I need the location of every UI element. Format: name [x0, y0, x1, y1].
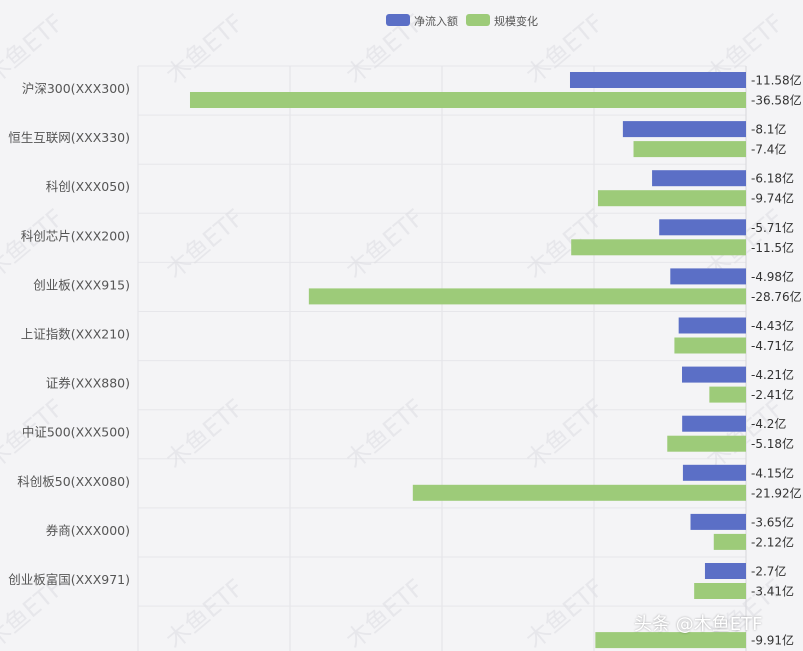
bar: [659, 219, 746, 236]
data-label: -8.1亿: [751, 122, 786, 137]
bar: [597, 190, 746, 207]
category-label: 科创(XXX050): [46, 179, 130, 194]
bar: [682, 464, 746, 481]
data-label: -7.4亿: [751, 142, 786, 157]
category-label: 沪深300(XXX300): [22, 81, 130, 96]
legend-swatch: [466, 14, 490, 26]
legend: 净流入额 规模变化: [386, 14, 538, 28]
bar: [308, 288, 746, 305]
data-label: -2.12亿: [751, 534, 794, 549]
bars: [189, 72, 746, 649]
data-label: -9.74亿: [751, 191, 794, 206]
data-label: -2.41亿: [751, 387, 794, 402]
category-label: 证券(XXX880): [46, 376, 130, 391]
watermark-text: 木鱼ETF: [161, 204, 249, 284]
data-label: -3.41亿: [751, 584, 794, 599]
data-label: -21.92亿: [751, 485, 802, 500]
category-label: 中证500(XXX500): [22, 425, 130, 440]
bar: [694, 583, 746, 599]
bar: [189, 92, 746, 108]
watermark-text: 木鱼ETF: [701, 394, 789, 474]
credit-text: 头条 @木鱼ETF: [634, 614, 763, 635]
watermark-text: 木鱼ETF: [341, 574, 429, 651]
data-label: -4.15亿: [751, 465, 794, 480]
bar: [678, 317, 746, 334]
data-label: -3.65亿: [751, 514, 794, 529]
data-label: -9.91亿: [751, 633, 794, 648]
bar: [682, 366, 746, 383]
category-label: 创业板富国(XXX971): [8, 572, 130, 587]
data-label: -5.18亿: [751, 436, 794, 451]
legend-swatch: [386, 14, 410, 26]
labels: 沪深300(XXX300) -11.58亿 -36.58亿恒生互联网(XXX330)…: [8, 73, 802, 648]
data-label: -5.71亿: [751, 220, 794, 235]
bar: [709, 386, 746, 403]
category-label: 创业板(XXX915): [33, 277, 130, 292]
bar: [682, 415, 746, 432]
data-label: -36.58亿: [751, 93, 802, 108]
watermark-text: 木鱼ETF: [161, 574, 249, 651]
bar: [652, 170, 746, 187]
data-label: -11.58亿: [751, 73, 802, 88]
data-label: -4.43亿: [751, 318, 794, 333]
watermark-text: 木鱼ETF: [0, 9, 69, 89]
watermark-text: 木鱼ETF: [161, 9, 249, 89]
data-label: -4.2亿: [751, 416, 786, 431]
data-label: -4.21亿: [751, 367, 794, 382]
category-label: 科创芯片(XXX200): [21, 228, 130, 243]
bar: [704, 563, 746, 579]
watermark-text: 木鱼ETF: [521, 394, 609, 474]
data-label: -28.76亿: [751, 289, 802, 304]
bar: [412, 484, 746, 501]
watermark-text: 木鱼ETF: [341, 204, 429, 284]
bar: [571, 239, 746, 256]
category-label: 券商(XXX000): [46, 523, 130, 538]
data-label: -6.18亿: [751, 171, 794, 186]
data-label: -11.5亿: [751, 240, 794, 255]
category-label: 恒生互联网(XXX330): [8, 130, 130, 145]
data-label: -4.71亿: [751, 338, 794, 353]
legend-label: 净流入额: [414, 14, 458, 28]
bar: [674, 337, 746, 354]
grid: [137, 65, 747, 651]
data-label: -4.98亿: [751, 269, 794, 284]
data-label: -2.7亿: [751, 564, 786, 579]
bar: [667, 435, 746, 452]
bar: [713, 533, 746, 550]
watermark-text: 木鱼ETF: [0, 204, 69, 284]
bar: [633, 141, 746, 158]
bar: [569, 72, 746, 88]
bar: [595, 632, 746, 649]
watermark-text: 木鱼ETF: [341, 394, 429, 474]
category-label: 上证指数(XXX210): [21, 327, 130, 342]
watermark-text: 木鱼ETF: [161, 394, 249, 474]
legend-label: 规模变化: [494, 14, 538, 28]
bar: [622, 121, 746, 138]
bar: [670, 268, 746, 285]
category-label: 科创板50(XXX080): [17, 474, 130, 489]
bar: [690, 513, 746, 530]
